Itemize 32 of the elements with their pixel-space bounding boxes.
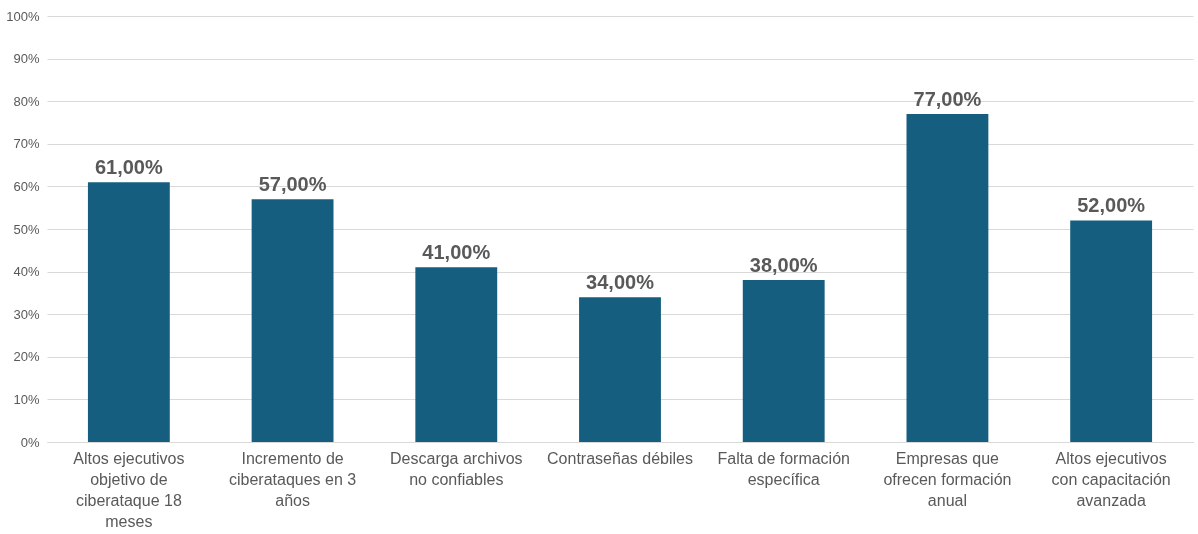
data-label: 77,00% [913, 87, 982, 110]
y-tick-label: 30% [13, 306, 40, 322]
y-tick-label: 40% [13, 264, 40, 280]
y-tick-label: 90% [13, 51, 40, 67]
y-tick-label: 100% [6, 8, 40, 24]
y-tick-label: 70% [13, 136, 40, 152]
bar [87, 182, 170, 442]
y-tick-label: 50% [13, 221, 40, 237]
bar [579, 297, 661, 442]
y-tick-label: 10% [13, 391, 40, 407]
bar [415, 267, 498, 442]
data-label: 34,00% [586, 271, 655, 294]
x-tick-label: Incremento de ciberataques en 3 años [228, 449, 357, 509]
data-label: 38,00% [749, 254, 818, 277]
bar [1070, 220, 1153, 442]
x-tick-label: Falta de formación específica [717, 449, 850, 488]
x-tick-label: Contraseñas débiles [547, 449, 693, 467]
x-tick-label: Altos ejecutivos con capacitación avanzada [1051, 449, 1171, 509]
y-tick-label: 20% [13, 349, 40, 365]
bar [742, 280, 825, 442]
y-tick-label: 0% [20, 434, 40, 450]
bar [906, 113, 989, 442]
data-label: 52,00% [1077, 194, 1146, 217]
data-label: 57,00% [258, 173, 327, 196]
x-tick-label: Altos ejecutivos objetivo de ciberataque 18 meses [73, 449, 185, 530]
data-label: 41,00% [422, 241, 491, 264]
y-tick-label: 80% [13, 93, 40, 109]
x-tick-label: Empresas que ofrecen formación anual [883, 449, 1012, 509]
data-label: 61,00% [94, 156, 163, 179]
y-tick-label: 60% [13, 178, 40, 194]
bar [251, 199, 334, 442]
x-tick-label: Descarga archivos no confiables [390, 449, 523, 488]
